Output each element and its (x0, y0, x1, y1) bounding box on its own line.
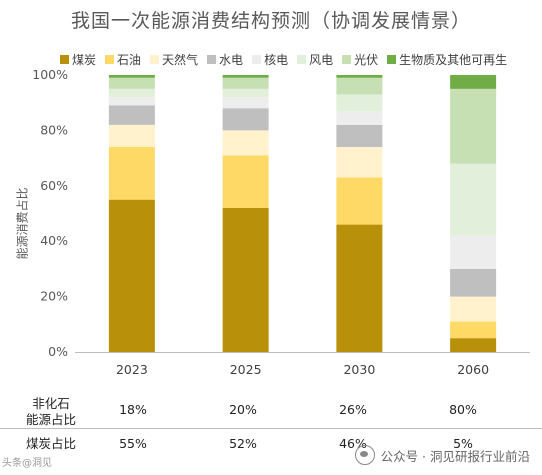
legend-swatch (60, 54, 69, 64)
legend-swatch (342, 54, 352, 64)
y-tick-label: 100% (32, 67, 68, 82)
bar-segment (450, 321, 497, 339)
bar-segment (450, 75, 497, 89)
bar-segment (108, 124, 155, 148)
legend-item: 天然气 (150, 50, 198, 68)
bar-segment (336, 77, 383, 95)
nonfossil-2030: 26% (339, 402, 367, 417)
watermark-left: 头条@洞见 (2, 458, 52, 469)
bar-segment (222, 97, 269, 109)
nonfossil-2023: 18% (119, 402, 147, 417)
bar-segment (336, 124, 383, 148)
bar-segment (336, 177, 383, 225)
bar-segment (222, 77, 269, 89)
y-tick-label: 0% (48, 344, 68, 359)
legend-item: 煤炭 (60, 50, 96, 68)
legend-item: 核电 (252, 50, 288, 68)
bar-segment (222, 108, 269, 131)
legend-label: 生物质及其他可再生 (399, 52, 508, 67)
row-label-nonfossil: 非化石 能源占比 (12, 396, 90, 428)
legend-label: 风电 (309, 52, 334, 67)
bar-segment (450, 338, 497, 352)
x-tick-label: 2060 (457, 362, 489, 377)
legend-label: 核电 (264, 52, 289, 67)
legend-swatch (207, 54, 217, 64)
row-label-line: 能源占比 (25, 412, 76, 427)
y-tick-label: 80% (40, 122, 68, 137)
watermark-text: 公众号 · 洞见研报行业前沿 (380, 448, 530, 464)
nonfossil-2025: 20% (229, 402, 257, 417)
x-tick-label: 2030 (343, 362, 375, 377)
legend-swatch (105, 54, 115, 64)
legend-label: 石油 (117, 52, 142, 67)
bar-segment (108, 147, 155, 200)
legend-item: 风电 (297, 50, 333, 68)
bar-segment (336, 147, 383, 178)
bar-segment (222, 75, 269, 78)
watermark: 公众号 · 洞见研报行业前沿 (354, 445, 530, 465)
bar-segment (336, 224, 383, 352)
legend-swatch (297, 54, 307, 64)
bar-segment (336, 111, 383, 125)
legend-item: 光伏 (342, 50, 378, 68)
coal-2060: 5% (453, 436, 473, 451)
legend-item: 生物质及其他可再生 (387, 50, 507, 68)
table-divider (0, 428, 542, 429)
y-tick-label: 20% (40, 289, 68, 304)
coal-2023: 55% (119, 436, 147, 451)
bar-segment (108, 97, 155, 106)
bar-segment (222, 207, 269, 352)
bar-segment (222, 88, 269, 98)
legend-label: 煤炭 (72, 52, 97, 67)
bar-segment (450, 163, 497, 236)
y-tick-label: 60% (40, 178, 68, 193)
bar-segment (450, 88, 497, 164)
x-tick-label: 2025 (230, 362, 262, 377)
bar-segment (108, 105, 155, 125)
legend-label: 水电 (219, 52, 244, 67)
bar-segment (222, 155, 269, 208)
legend-swatch (150, 54, 160, 64)
nonfossil-2060: 80% (449, 402, 477, 417)
bar-segment (222, 130, 269, 156)
row-label-coal: 煤炭占比 (25, 436, 76, 451)
bar-segment (108, 88, 155, 98)
bar-segment (108, 199, 155, 352)
bar-segment (336, 94, 383, 112)
legend-item: 石油 (105, 50, 141, 68)
legend-label: 光伏 (354, 52, 379, 67)
bar-segment (108, 77, 155, 89)
bar-segment (336, 75, 383, 78)
bar-segment (450, 235, 497, 269)
row-label-line: 非化石 (32, 396, 70, 411)
bar-segment (450, 296, 497, 322)
legend-swatch (252, 54, 262, 64)
bar-segment (450, 268, 497, 297)
coal-2025: 52% (229, 436, 257, 451)
wechat-icon (354, 445, 375, 465)
legend-label: 天然气 (162, 52, 199, 67)
x-tick-label: 2023 (116, 362, 148, 377)
chart-legend: 煤炭 石油 天然气 水电 核电 风电 光伏 生物质及其他可再生 (60, 50, 530, 68)
legend-item: 水电 (207, 50, 243, 68)
chart-title: 我国一次能源消费结构预测（协调发展情景） (70, 10, 471, 32)
legend-swatch (387, 54, 397, 64)
y-tick-label: 40% (40, 233, 68, 248)
bar-segment (108, 75, 155, 78)
